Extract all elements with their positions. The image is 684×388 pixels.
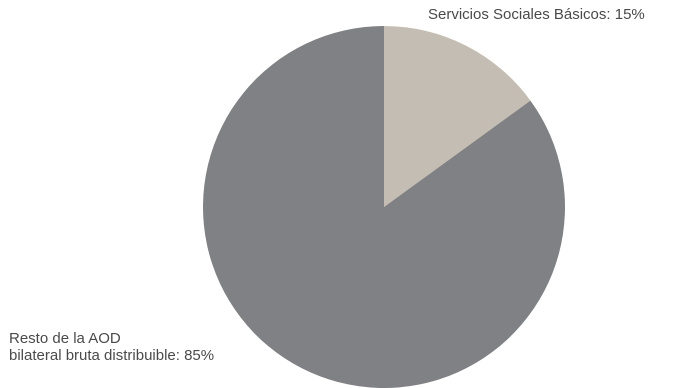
slice-label-line: bilateral bruta distribuible: 85% <box>9 347 215 364</box>
slice-label-resto-aod: Resto de la AOD bilateral bruta distribu… <box>9 330 214 364</box>
slice-label-line: Servicios Sociales Básicos: 15% <box>428 6 645 23</box>
pie-slice-0 <box>384 26 531 207</box>
slice-label-servicios-sociales-basicos: Servicios Sociales Básicos: 15% <box>428 6 645 23</box>
slice-label-line: Resto de la AOD <box>9 330 121 347</box>
pie-slices <box>202 26 565 388</box>
pie-slice-1 <box>202 26 565 388</box>
